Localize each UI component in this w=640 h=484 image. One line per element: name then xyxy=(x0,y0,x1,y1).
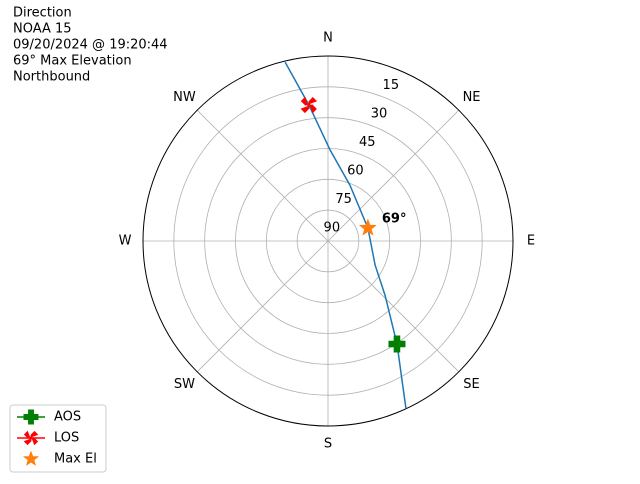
legend-label: AOS xyxy=(54,410,81,425)
theta-tick-label: N xyxy=(323,31,333,46)
theta-tick-label: E xyxy=(527,234,535,249)
r-tick-label: 60 xyxy=(347,163,364,178)
theta-tick-label: SE xyxy=(463,377,479,392)
title-line: 69° Max Elevation xyxy=(13,54,132,69)
legend-box xyxy=(9,404,107,473)
legend-marker xyxy=(22,450,40,466)
point-plus xyxy=(388,335,406,353)
point-star xyxy=(358,218,377,236)
title-line: 09/20/2024 @ 19:20:44 xyxy=(13,38,168,53)
theta-tick-label: S xyxy=(324,437,332,452)
theta-tick-label: NE xyxy=(463,90,481,105)
grid-spoke xyxy=(327,109,460,242)
legend-marker xyxy=(23,409,39,425)
grid-spoke xyxy=(327,240,460,373)
theta-tick-label: W xyxy=(119,234,132,249)
grid-spoke xyxy=(196,109,329,242)
title-line: Direction xyxy=(13,6,72,21)
theta-tick-label: NW xyxy=(173,90,196,105)
title-line: Northbound xyxy=(13,70,90,85)
point-x xyxy=(300,96,318,114)
theta-tick-label: SW xyxy=(174,377,195,392)
r-tick-label: 75 xyxy=(335,192,352,207)
legend-label: LOS xyxy=(54,431,79,446)
outer-frame xyxy=(142,55,514,427)
annotation: 69° xyxy=(382,212,407,227)
legend: AOS LOS Max El xyxy=(9,404,107,473)
r-tick-label: 45 xyxy=(359,135,376,150)
r-tick-label: 90 xyxy=(324,220,341,235)
title-line: NOAA 15 xyxy=(13,22,72,37)
r-tick-label: 30 xyxy=(371,106,388,121)
legend-marker xyxy=(23,430,39,446)
grid-spoke xyxy=(196,240,329,373)
r-tick-label: 15 xyxy=(383,78,400,93)
legend-label: Max El xyxy=(54,452,97,467)
